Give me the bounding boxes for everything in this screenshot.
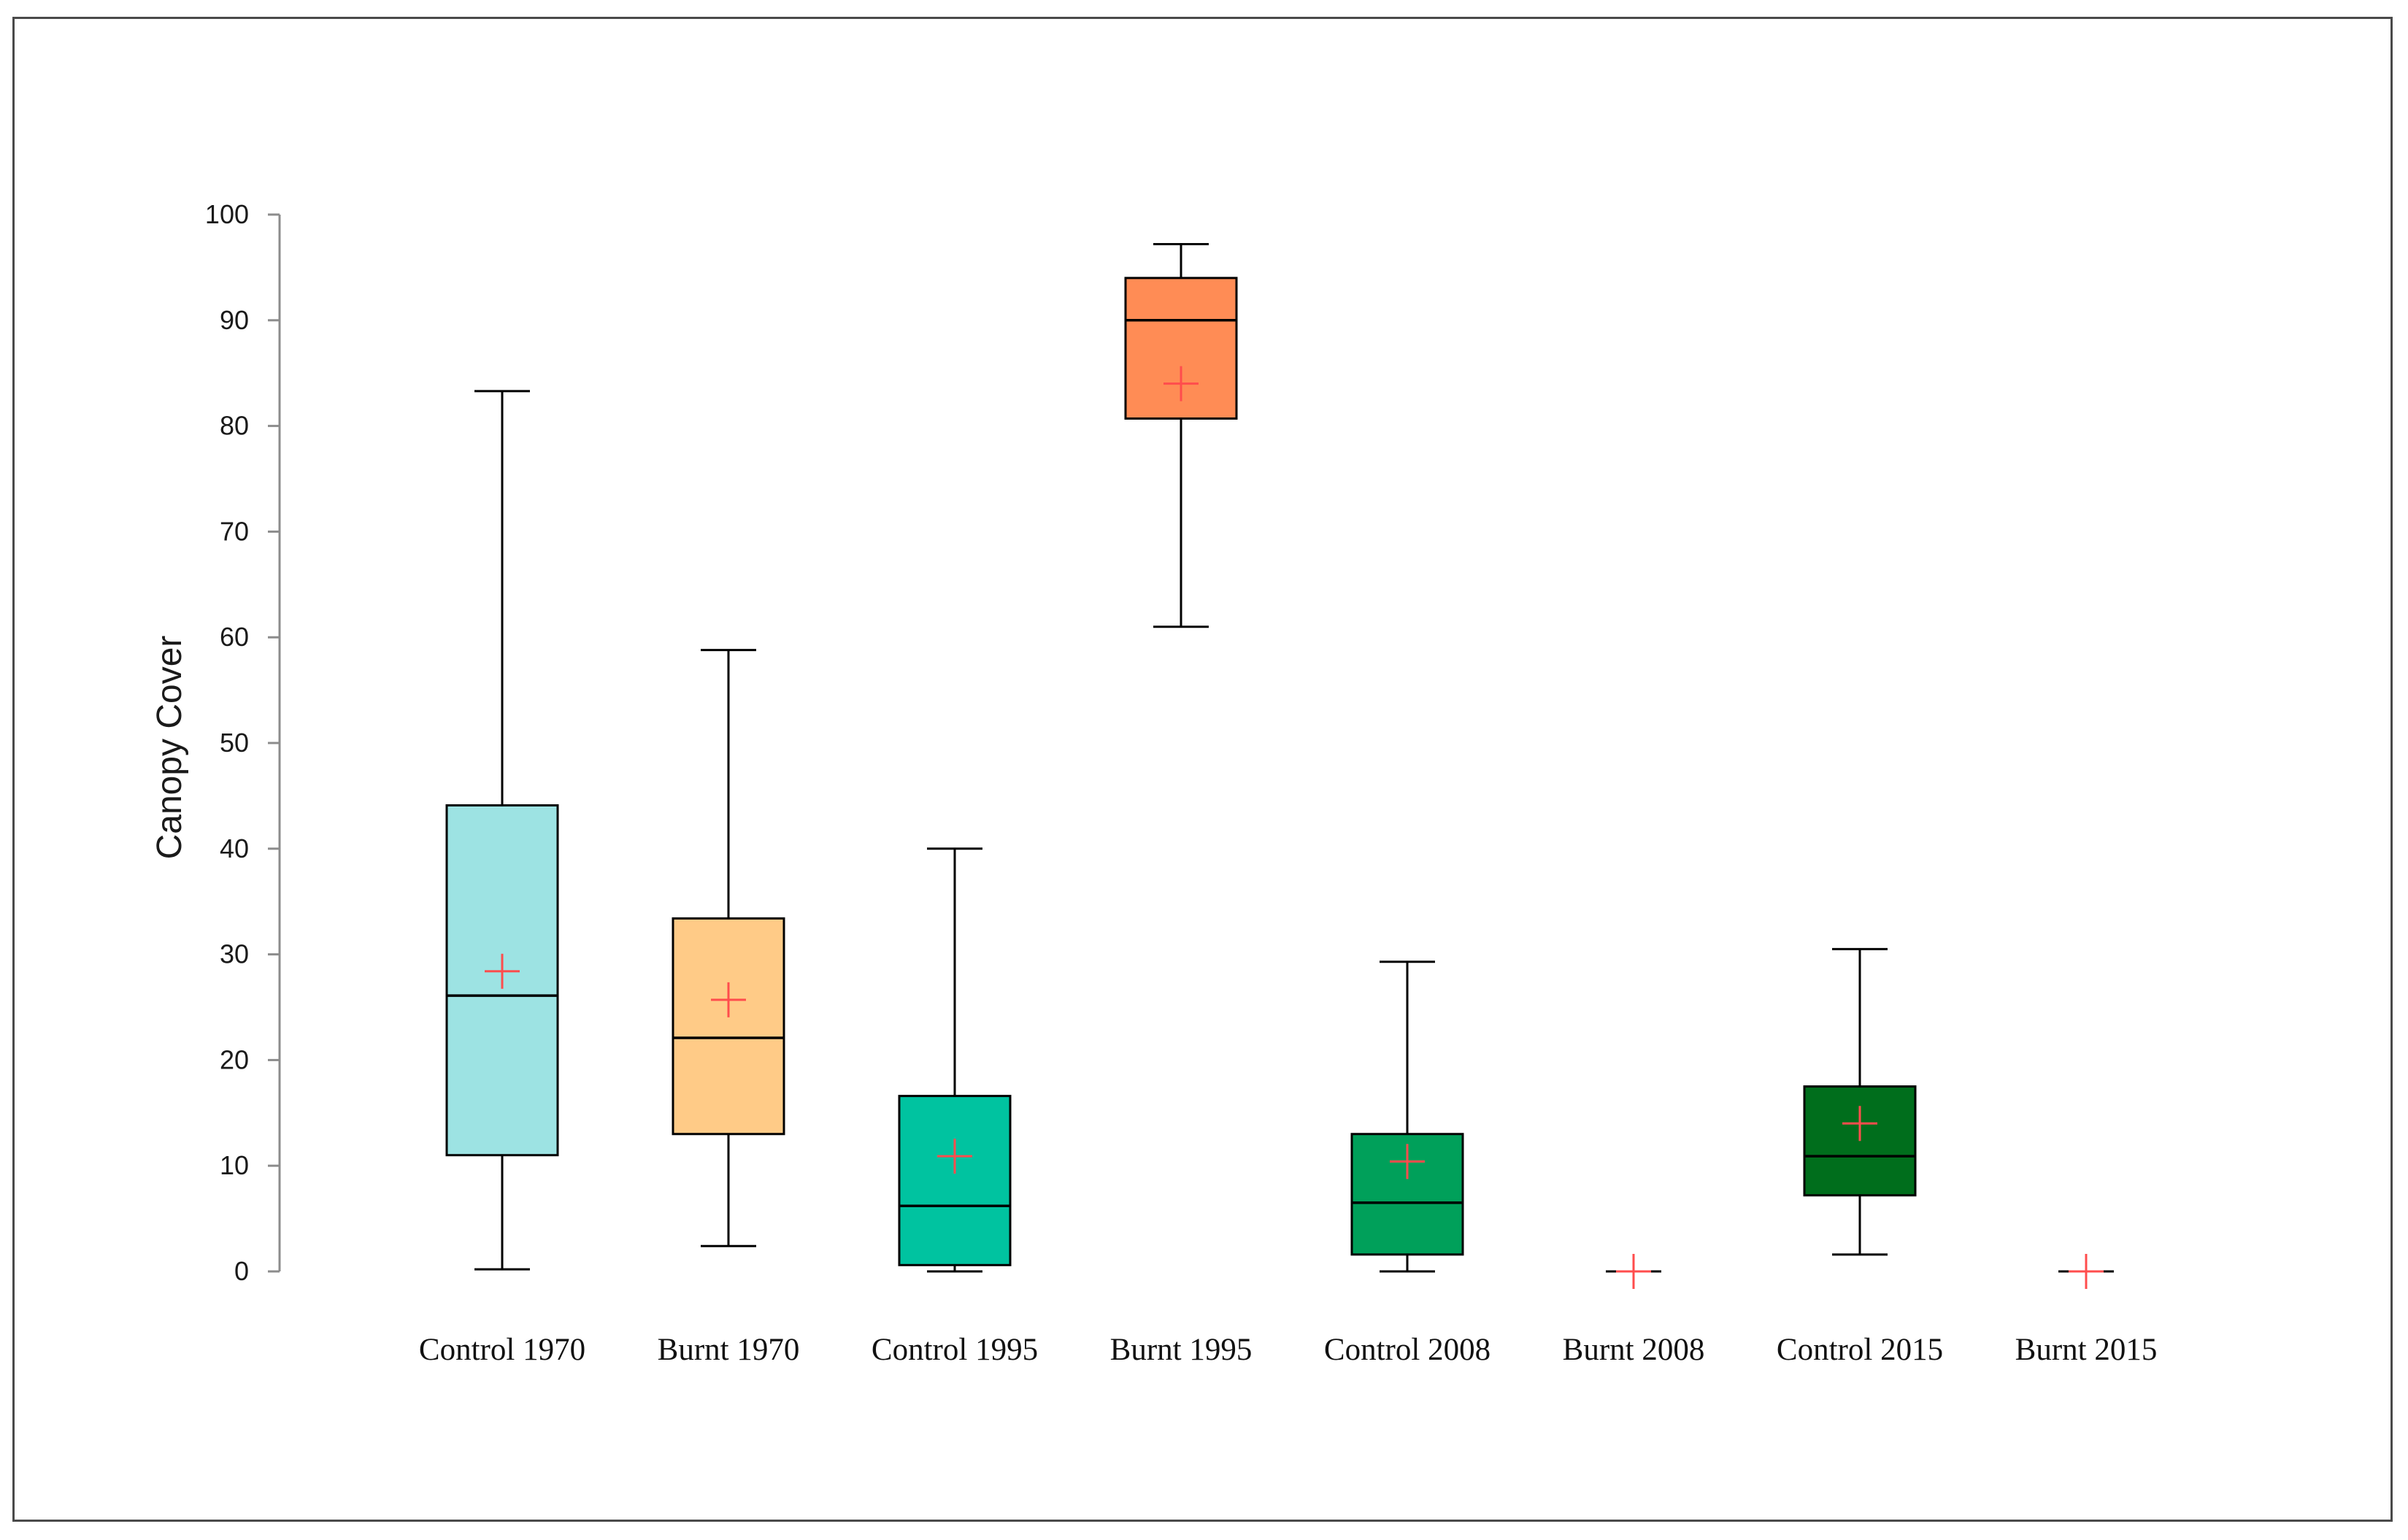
y-tick-label: 70	[220, 516, 249, 546]
y-tick-label: 50	[220, 728, 249, 758]
y-tick-label: 40	[220, 833, 249, 863]
box-body	[1350, 1133, 1464, 1256]
y-tick-label: 100	[205, 199, 249, 229]
mean-marker	[1616, 1254, 1651, 1289]
mean-marker	[1842, 1106, 1877, 1141]
box-body	[672, 917, 785, 1136]
y-tick-label: 10	[220, 1150, 249, 1180]
x-category-label: Burnt 1995	[1110, 1333, 1253, 1367]
x-axis-labels: Control 1970 Burnt 1970 Control 1995 Burnt …	[419, 1333, 2157, 1367]
box-plot-item	[2058, 1254, 2114, 1289]
mean-marker	[1163, 366, 1199, 401]
box-plot-item	[1124, 243, 1238, 628]
box-body	[898, 1095, 1012, 1266]
y-tick-label: 30	[220, 939, 249, 969]
x-category-label: Control 1995	[872, 1333, 1038, 1367]
y-tick-label: 0	[234, 1256, 249, 1286]
y-tick-label: 90	[220, 305, 249, 335]
y-axis: 0 10 20 30 40 50 60 70 80 90 100	[205, 199, 281, 1286]
y-tick-label: 60	[220, 622, 249, 652]
y-tick-label: 20	[220, 1044, 249, 1074]
y-tick-label: 80	[220, 411, 249, 441]
mean-marker	[711, 982, 746, 1017]
box-plot-item	[1606, 1254, 1661, 1289]
box-plot-item	[898, 847, 1012, 1273]
box-plot-item	[1803, 947, 1917, 1256]
x-category-label: Control 1970	[419, 1333, 585, 1367]
x-category-label: Control 2008	[1324, 1333, 1490, 1367]
x-category-label: Burnt 1970	[658, 1333, 800, 1367]
box-plot-item	[445, 390, 559, 1271]
x-category-label: Burnt 2015	[2015, 1333, 2158, 1367]
box-plot-item	[1350, 960, 1464, 1273]
mean-marker	[2069, 1254, 2104, 1289]
boxes	[445, 243, 2114, 1289]
mean-marker	[485, 953, 520, 989]
x-category-label: Control 2015	[1777, 1333, 1943, 1367]
mean-marker	[1390, 1144, 1425, 1179]
y-axis-title: Canopy Cover	[150, 636, 189, 860]
mean-marker	[937, 1139, 972, 1174]
box-plot-item	[672, 649, 785, 1247]
chart-frame	[12, 17, 2393, 1522]
x-category-label: Burnt 2008	[1563, 1333, 1705, 1367]
